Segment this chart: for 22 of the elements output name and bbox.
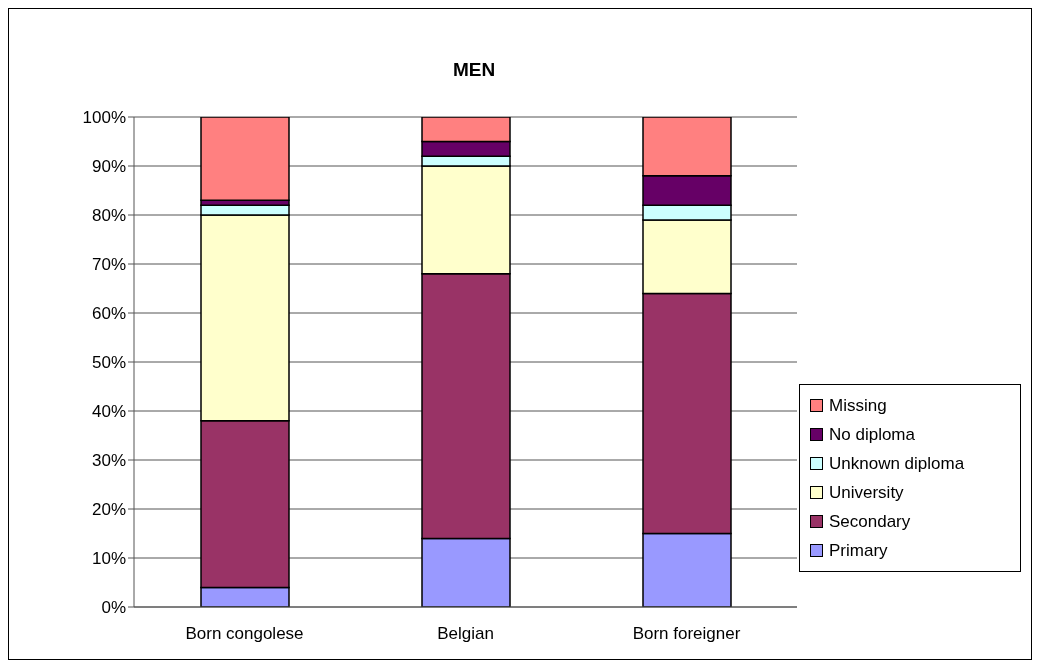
y-tick-label: 20%	[91, 500, 126, 520]
bar	[200, 117, 290, 202]
y-tick-label: 90%	[91, 157, 126, 177]
y-tick-label: 10%	[91, 549, 126, 569]
x-tick-label: Belgian	[437, 624, 494, 644]
x-tick-label: Born congolese	[185, 624, 304, 644]
y-tick-label: 50%	[91, 353, 126, 373]
x-tick-label: Born foreigner	[632, 624, 741, 644]
y-tick-label: 60%	[91, 304, 126, 324]
y-tick-label: 40%	[91, 402, 126, 422]
y-tick-label: 30%	[91, 451, 126, 471]
legend-label: Missing	[829, 395, 887, 416]
legend-label: University	[829, 482, 904, 503]
legend-label: Unknown diploma	[829, 453, 965, 474]
legend-label: No diploma	[829, 424, 915, 445]
y-tick-label: 0%	[101, 598, 126, 618]
y-tick-label: 80%	[91, 206, 126, 226]
legend-label: Secondary	[829, 511, 911, 532]
chart-title: MEN	[451, 59, 497, 81]
y-tick-label: 70%	[91, 255, 126, 275]
y-tick-label: 100%	[82, 108, 126, 128]
legend-label: Primary	[829, 540, 888, 561]
